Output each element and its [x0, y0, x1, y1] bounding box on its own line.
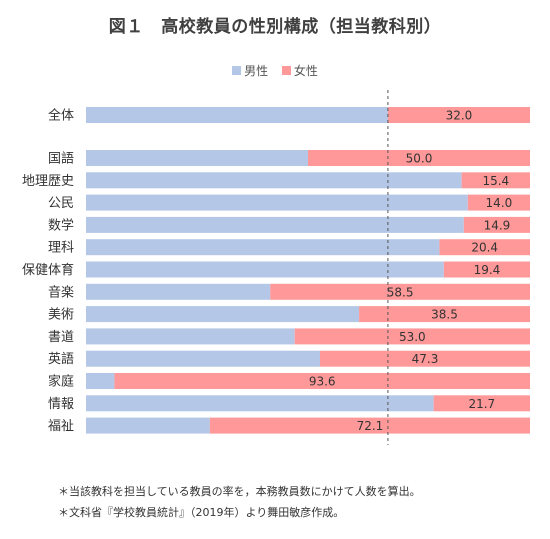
data-label-9: 53.0	[399, 330, 426, 344]
bar-male-3	[86, 194, 468, 211]
category-label-10: 英語	[48, 351, 74, 367]
bar-female-11	[114, 373, 530, 389]
category-label-13: 福祉	[48, 419, 74, 434]
data-label-12: 21.7	[468, 397, 495, 411]
bar-male-12	[86, 395, 434, 412]
legend: 男性 女性	[0, 62, 550, 79]
bar-female-0	[387, 107, 530, 123]
bar-female-4	[463, 216, 530, 233]
legend-item-female: 女性	[281, 62, 318, 79]
legend-swatch-female	[281, 66, 291, 75]
bar-male-5	[86, 239, 440, 256]
data-label-7: 58.5	[387, 285, 414, 299]
data-label-8: 38.5	[431, 308, 458, 322]
data-label-11: 93.6	[309, 375, 336, 389]
bar-male-6	[86, 261, 444, 278]
bar-male-7	[86, 283, 271, 300]
footnotes: ＊当該教科を担当している教員の率を，本務教員数にかけて人数を算出。 ＊文科省『学…	[58, 481, 421, 523]
footnote-1: ＊当該教科を担当している教員の率を，本務教員数にかけて人数を算出。	[58, 485, 421, 498]
bar-male-10	[86, 350, 320, 367]
category-label-2: 地理歴史	[22, 174, 74, 189]
data-label-6: 19.4	[474, 263, 501, 277]
chart-title: 図１ 高校教員の性別構成（担当教科別）	[108, 17, 442, 37]
bar-male-1	[86, 150, 308, 166]
category-label-3: 公民	[48, 196, 74, 211]
category-label-1: 国語	[48, 151, 74, 167]
bar-male-9	[86, 328, 295, 345]
data-label-0: 32.0	[446, 109, 473, 123]
data-label-4: 14.9	[484, 218, 511, 232]
legend-label-male: 男性	[244, 64, 269, 78]
data-label-3: 14.0	[486, 196, 513, 210]
category-label-8: 美術	[48, 308, 74, 323]
bar-male-11	[86, 373, 115, 389]
data-label-10: 47.3	[412, 352, 439, 366]
bar-female-6	[443, 261, 530, 278]
bar-female-12	[433, 395, 530, 412]
category-label-4: 数学	[48, 217, 74, 233]
category-label-5: 理科	[48, 241, 74, 256]
bar-male-2	[86, 172, 462, 189]
bar-female-10	[319, 350, 530, 367]
legend-swatch-male	[232, 66, 242, 75]
category-label-11: 家庭	[48, 374, 74, 390]
bar-female-3	[467, 194, 530, 211]
bar-female-7	[270, 283, 530, 300]
bar-male-0	[86, 107, 388, 123]
bar-female-9	[294, 328, 530, 345]
footnote-2: ＊文科省『学校教員統計』（2019年）より舞田敏彦作成。	[58, 506, 345, 519]
category-label-0: 全体	[48, 108, 74, 124]
bar-male-8	[86, 306, 360, 323]
bar-female-5	[439, 239, 530, 256]
category-label-12: 情報	[48, 397, 74, 412]
bar-female-13	[209, 417, 530, 434]
stacked-bar-chart: 全体 32.0 国語 50.0 地理歴史 15.4 公民 14.0 数学 14.9 理科 20.4 保健…	[22, 90, 530, 445]
data-label-13: 72.1	[357, 419, 384, 433]
bar-male-4	[86, 216, 464, 233]
data-label-2: 15.4	[482, 174, 509, 188]
data-label-5: 20.4	[471, 241, 498, 255]
category-label-6: 保健体育	[22, 262, 74, 278]
category-label-7: 音楽	[48, 284, 74, 300]
bar-female-2	[461, 172, 530, 189]
bar-female-1	[308, 150, 530, 166]
category-label-9: 書道	[48, 330, 74, 345]
bar-male-13	[86, 417, 210, 434]
bar-female-8	[359, 306, 530, 323]
legend-label-female: 女性	[293, 64, 318, 78]
data-label-1: 50.0	[406, 152, 433, 166]
legend-item-male: 男性	[232, 62, 268, 79]
